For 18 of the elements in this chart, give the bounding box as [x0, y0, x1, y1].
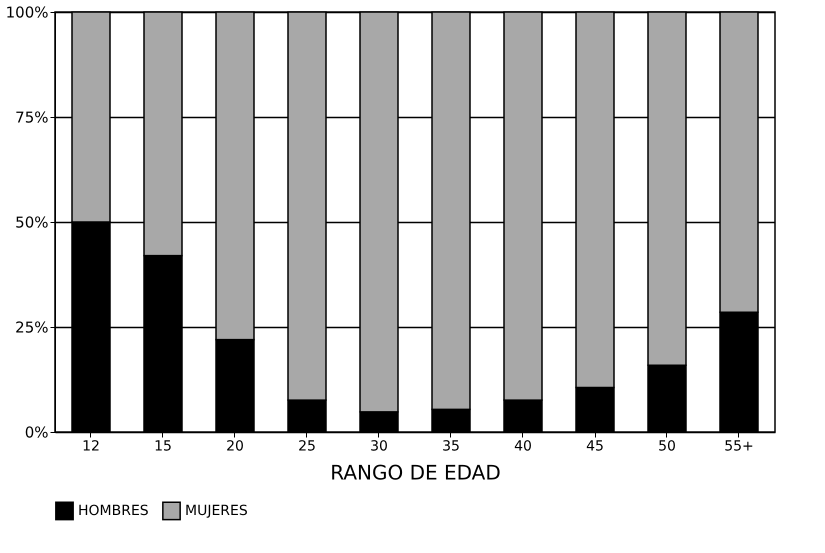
legend-label: HOMBRES [78, 502, 149, 519]
x-tick-label: 25 [298, 438, 316, 454]
x-tick-label: 35 [442, 438, 460, 454]
x-tick-label: 50 [658, 438, 676, 454]
x-tick-label: 12 [82, 438, 100, 454]
x-tick-label: 45 [586, 438, 604, 454]
x-tick-label: 20 [226, 438, 244, 454]
x-tick-label: 30 [370, 438, 388, 454]
y-tick-label: 50% [15, 214, 48, 232]
x-tick-label: 40 [514, 438, 532, 454]
y-tick-label: 0% [24, 424, 48, 442]
x-tick-label: 15 [154, 438, 172, 454]
x-axis-title: RANGO DE EDAD [330, 460, 501, 484]
y-tick-label: 25% [15, 318, 48, 336]
x-tick-label: 55+ [724, 438, 754, 454]
legend-label: MUJERES [185, 502, 248, 519]
y-tick-label: 100% [6, 4, 48, 22]
y-tick-label: 75% [15, 108, 48, 126]
